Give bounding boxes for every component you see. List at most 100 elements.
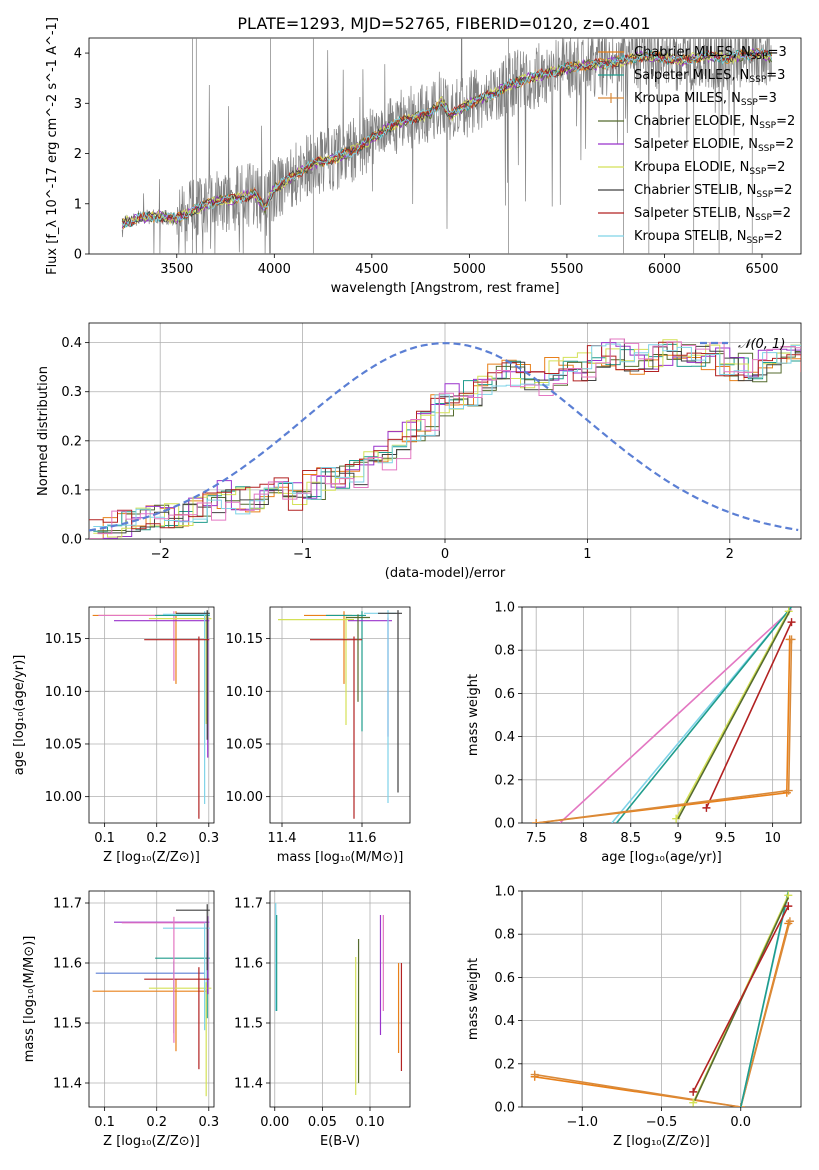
legend-label-sub: SSP (741, 98, 758, 108)
spectrum-xtick-label: 3500 (160, 262, 193, 277)
weight-marker (787, 618, 796, 627)
age_vs_mass-xtick-label: 11.6 (348, 831, 377, 846)
mass_vs_Z-frame (88, 890, 215, 1108)
legend-label-sub: SSP (747, 236, 764, 246)
massweight_vs_age-ytick-label: 0.2 (494, 773, 515, 788)
age_vs_mass-ytick-label: 10.00 (226, 790, 263, 805)
legend-label-tail: =2 (766, 160, 785, 175)
mass_vs_ebv-ytick-label: 11.7 (234, 897, 263, 912)
weight-line (675, 610, 790, 820)
residuals-xtick-label: 0 (441, 547, 449, 562)
legend-label-tail: =2 (773, 183, 792, 198)
spectrum-ytick-label: 2 (74, 147, 82, 162)
weight-line (559, 608, 793, 823)
spectrum-xtick-label: 5500 (550, 262, 583, 277)
mass_vs_Z-xtick-label: 0.3 (198, 1115, 219, 1130)
age_vs_Z-xtick-label: 0.3 (198, 831, 219, 846)
spectrum-xtick-label: 4000 (258, 262, 291, 277)
massweight_vs_age-xtick-label: 8.5 (620, 831, 641, 846)
spectrum-xtick-label: 6000 (648, 262, 681, 277)
mass_vs_Z-ytick-label: 11.6 (53, 957, 82, 972)
legend-label-sub: SSP (759, 121, 776, 131)
massweight_vs_Z-ytick-label: 0.0 (494, 1101, 515, 1116)
residuals-xlabel: (data-model)/error (385, 566, 506, 581)
residuals-ytick-label: 0.1 (61, 483, 82, 498)
mass_vs_Z-axes: 0.1 0.2 0.3 11.4 11.5 11.6 11.7 Z [log₁₀(Z/Z⊙)]… (22, 890, 219, 1149)
residuals-ylabel: Normed distribution (36, 366, 51, 496)
legend-label-tail: =2 (763, 229, 782, 244)
weight-marker (689, 1098, 698, 1107)
mass_vs_Z-ytick-label: 11.4 (53, 1077, 82, 1092)
massweight_vs_age-ytick-label: 0.0 (494, 817, 515, 832)
weight-marker (785, 917, 794, 926)
massweight_vs_age-xtick-label: 10 (764, 831, 781, 846)
massweight_vs_age-xtick-label: 7.5 (526, 831, 547, 846)
histogram-series (89, 354, 801, 539)
massweight_vs_age-xtick-label: 9 (674, 831, 682, 846)
figure-title: PLATE=1293, MJD=52765, FIBERID=0120, z=0… (237, 14, 650, 33)
legend-label: Kroupa MILES, NSSP=3 (634, 91, 777, 108)
residuals-xtick-label: 1 (583, 547, 591, 562)
age_vs_mass-frame (269, 606, 411, 824)
legend-label-sub: SSP (756, 190, 773, 200)
age_vs_Z-grid (89, 607, 214, 823)
spectrum-ylabel: Flux [f_λ 10^-17 erg cm^-2 s^-1 A^-1] (45, 17, 60, 275)
massweight_vs_age-xlabel: age [log₁₀(age/yr)] (601, 850, 722, 865)
age_vs_Z-xtick-label: 0.1 (94, 831, 115, 846)
mass_vs_Z-points (92, 904, 212, 1097)
spectrum-legend: Chabrier MILES, NSSP=3 Salpeter MILES, NS… (598, 45, 795, 246)
mass_vs_ebv-grid (270, 891, 410, 1107)
age_vs_Z-axes: 0.1 0.2 0.3 10.00 10.05 10.10 10.15 Z [log₁₀(Z/… (12, 606, 219, 865)
massweight_vs_age-ytick-label: 0.6 (494, 687, 515, 702)
age_vs_Z-points (92, 610, 212, 819)
mass_vs_Z-ylabel: mass [log₁₀(M/M⊙)] (22, 936, 37, 1063)
massweight_vs_age-axes: 7.5 8 8.5 9 9.5 10 0.0 0.2 0.4 0.6 0.8 1.0 age [log₁… (466, 601, 802, 865)
spectrum-ytick-label: 4 (74, 47, 82, 62)
massweight_vs_age-xtick-label: 9.5 (715, 831, 736, 846)
mass_vs_ebv-ytick-label: 11.6 (234, 957, 263, 972)
legend-label-tail: =2 (772, 206, 791, 221)
mass_vs_Z-xtick-label: 0.1 (94, 1115, 115, 1130)
mass_vs_ebv-xtick-label: 0.10 (356, 1115, 385, 1130)
age_vs_mass-xlabel: mass [log₁₀(M/M⊙)] (277, 850, 404, 865)
age_vs_Z-ytick-label: 10.05 (45, 737, 82, 752)
massweight_vs_Z-grid (522, 890, 801, 1108)
mass_vs_Z-xtick-label: 0.2 (146, 1115, 167, 1130)
spectrum-axes: 3500 4000 4500 5000 5500 6000 6500 0 1 2 3 4 wavelen… (45, 17, 802, 296)
normal-curve (89, 342, 799, 532)
weight-marker (689, 1087, 698, 1096)
weight-marker (787, 635, 796, 644)
weight-line (615, 607, 793, 823)
residuals-axes: −2 −1 0 1 2 0.0 0.1 0.2 0.3 0.4 (data-model)/error… (36, 322, 802, 581)
histogram-series (97, 338, 801, 534)
age_vs_mass-ytick-label: 10.05 (226, 737, 263, 752)
residuals-ytick-label: 0.0 (61, 533, 82, 548)
residuals-xtick-label: −2 (151, 547, 170, 562)
mass_vs_Z-ytick-label: 11.5 (53, 1017, 82, 1032)
spectrum-ytick-label: 3 (74, 97, 82, 112)
age_vs_mass-ytick-label: 10.15 (226, 632, 263, 647)
legend-label-tail: =3 (758, 91, 777, 106)
legend-label: Salpeter STELIB, NSSP=2 (634, 206, 791, 223)
age_vs_Z-frame (88, 606, 215, 824)
mass_vs_ebv-xlabel: E(B-V) (320, 1134, 360, 1149)
age_vs_Z-ytick-label: 10.15 (45, 632, 82, 647)
mass_vs_Z-ytick-label: 11.7 (53, 897, 82, 912)
legend-label-sub: SSP (749, 75, 766, 85)
residuals-frame (88, 322, 802, 540)
spectrum-xlabel: wavelength [Angstrom, rest frame] (331, 281, 560, 296)
legend-label: Kroupa ELODIE, NSSP=2 (634, 160, 785, 177)
spectrum-xtick-label: 4500 (355, 262, 388, 277)
massweight_vs_Z-ytick-label: 0.6 (494, 971, 515, 986)
age_vs_mass-ytick-label: 10.10 (226, 685, 263, 700)
legend-label-tail: =2 (775, 137, 794, 152)
massweight_vs_Z-axes: −1.0 −0.5 0.0 0.0 0.2 0.4 0.6 0.8 1.0 Z [log₁₀(Z/… (466, 885, 802, 1149)
histogram-series (97, 338, 801, 535)
massweight_vs_age-frame (521, 606, 802, 824)
massweight_vs_age-xtick-label: 8 (579, 831, 587, 846)
legend-label: Chabrier ELODIE, NSSP=2 (634, 114, 795, 131)
residuals-ytick-label: 0.4 (61, 336, 82, 351)
mass_vs_ebv-points (275, 903, 403, 1095)
legend-label-sub: SSP (758, 144, 775, 154)
age_vs_Z-xtick-label: 0.2 (146, 831, 167, 846)
